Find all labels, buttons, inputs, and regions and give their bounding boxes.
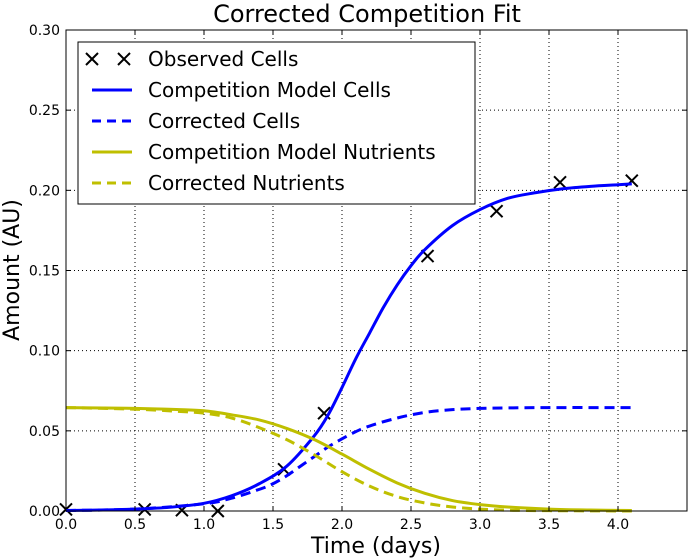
- data-point: [489, 204, 504, 218]
- chart-title: Corrected Competition Fit: [213, 0, 521, 28]
- legend-box: [77, 41, 476, 205]
- y-axis-label: Amount (AU): [0, 199, 25, 341]
- x-tick-label: 2.5: [400, 517, 422, 533]
- y-tick-label: 0.20: [29, 183, 60, 199]
- legend-item: Competition Model Cells: [92, 78, 391, 102]
- series-line: [65, 406, 632, 513]
- x-tick-label: 0.0: [55, 517, 77, 533]
- x-tick-label: 0.5: [124, 517, 146, 533]
- axes: 0.0 0.5 1.0 1.5 2.0 2.5 3.0 3.5 4.0 0.00 0.05 0.10 0…: [29, 23, 688, 533]
- series-group: [65, 406, 632, 513]
- y-tick-label: 0.15: [29, 264, 60, 280]
- y-tick-label: 0.25: [29, 103, 60, 119]
- x-tick-label: 3.0: [469, 517, 491, 533]
- y-tick-label: 0.10: [29, 344, 60, 360]
- series-line: [65, 406, 632, 513]
- series-group: [65, 406, 632, 513]
- legend-label: Competition Model Cells: [148, 78, 391, 102]
- legend-marker: [117, 52, 131, 66]
- data-point: [553, 175, 567, 190]
- legend-item: Competition Model Nutrients: [92, 140, 436, 164]
- x-tick-label: 2.0: [331, 517, 353, 533]
- series-line: [65, 406, 632, 513]
- legend-marker: [85, 52, 99, 66]
- series-line: [65, 182, 632, 513]
- series-layer: [59, 174, 639, 518]
- series-group: [65, 406, 632, 513]
- legend: Observed Cells Competition Model Cells Cor…: [77, 41, 476, 205]
- legend-item: Corrected Cells: [92, 109, 300, 133]
- y-tick-label: 0.00: [29, 504, 60, 520]
- legend-item: Corrected Nutrients: [92, 171, 345, 195]
- legend-label: Corrected Cells: [148, 109, 300, 133]
- x-tick-label: 4.0: [607, 517, 629, 533]
- x-axis-label: Time (days): [310, 534, 441, 559]
- legend-item: Observed Cells: [85, 47, 298, 71]
- y-tick-label: 0.05: [29, 424, 60, 440]
- legend-label: Corrected Nutrients: [148, 171, 345, 195]
- legend-label: Competition Model Nutrients: [148, 140, 436, 164]
- x-tick-label: 1.5: [262, 517, 284, 533]
- x-tick-label: 1.0: [193, 517, 215, 533]
- x-tick-label: 3.5: [538, 517, 560, 533]
- y-tick-label: 0.30: [29, 23, 60, 39]
- legend-label: Observed Cells: [148, 47, 298, 71]
- series-group: [65, 182, 632, 513]
